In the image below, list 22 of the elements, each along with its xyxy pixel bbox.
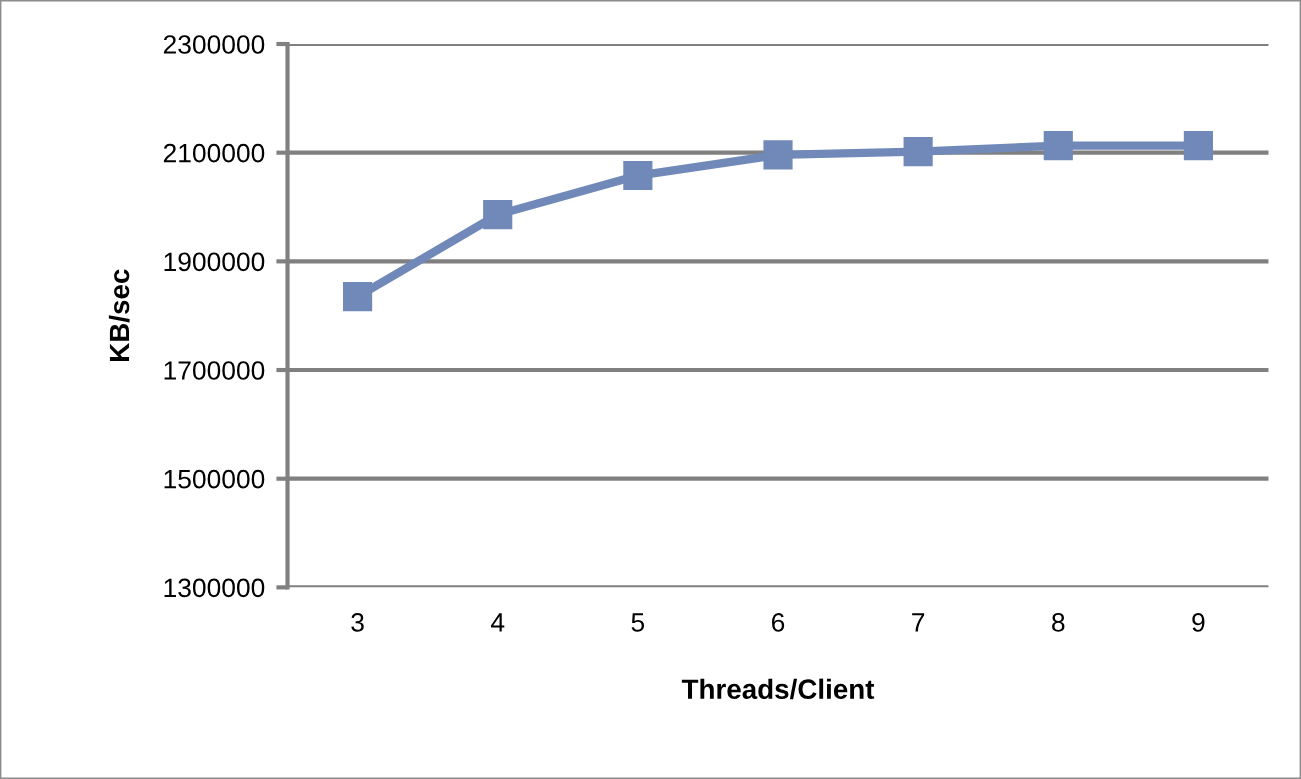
point (1183, 131, 1213, 161)
x-tick-label: 5 (631, 613, 645, 632)
point (343, 282, 373, 312)
point (903, 137, 933, 167)
x-tick-label: 6 (772, 613, 785, 632)
y-axis-title: KB/sec (108, 269, 130, 361)
y-tick-label: 1300000 (164, 578, 265, 598)
point (763, 140, 793, 170)
x-tick-label: 9 (1192, 613, 1205, 632)
x-axis-title: Threads/Client (681, 678, 875, 700)
y-tick-label: 1500000 (164, 469, 265, 489)
y-tick-label: 1900000 (164, 252, 265, 272)
x-tick-label: 7 (912, 613, 925, 632)
point (1043, 131, 1073, 161)
x-tick-label: 4 (490, 613, 505, 632)
x-tick-label: 3 (351, 613, 364, 632)
point (623, 160, 653, 191)
y-tick-label: 1700000 (164, 361, 265, 380)
y-tick-label: 2300000 (163, 35, 265, 54)
point (483, 200, 513, 230)
y-tick-label: 2100000 (163, 143, 265, 163)
x-tick-label: 8 (1052, 613, 1065, 632)
